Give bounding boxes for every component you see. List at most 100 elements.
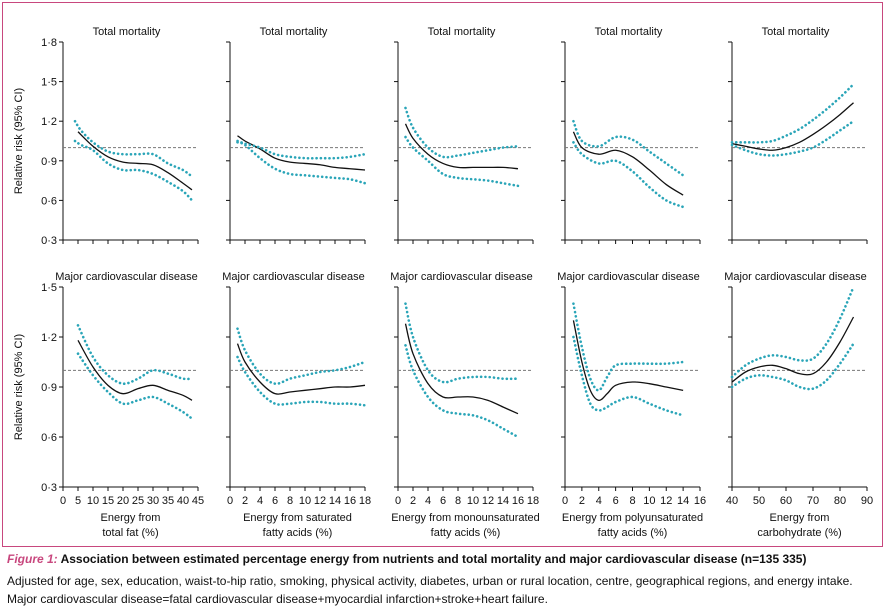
x-tick-label: 6: [272, 495, 278, 507]
x-tick-label: 15: [102, 495, 114, 507]
estimate-curve: [236, 343, 366, 395]
upper-ci-dotted-curve: [236, 139, 367, 160]
lower-ci-dotted-curve: [730, 342, 855, 391]
y-axis-label: Relative risk (95% CI): [13, 334, 25, 440]
y-tick-label: 0·6: [41, 195, 57, 207]
upper-ci-dotted-curve: [76, 324, 194, 386]
x-tick-label: 90: [861, 495, 873, 507]
x-tick-label: 45: [192, 495, 204, 507]
x-tick-label: 10: [467, 495, 479, 507]
panel-major-cvd-5: Major cardiovascular disease 40 50 60 70 80 90…: [724, 271, 873, 539]
lower-ci-dotted-curve: [236, 141, 367, 185]
x-tick-label: 14: [677, 495, 689, 507]
figure-caption-line-2: Major cardiovascular disease=fatal cardi…: [7, 592, 548, 606]
y-tick-label: 0·9: [41, 382, 57, 394]
estimate-curve: [404, 123, 519, 170]
panel-total-mortality-3: Total mortality: [394, 26, 534, 244]
x-tick-label: 6: [440, 495, 446, 507]
estimate-curve: [77, 340, 193, 401]
panel-title: Total mortality: [595, 26, 663, 38]
upper-ci-dotted-curve: [73, 119, 194, 178]
panel-total-mortality-4: Total mortality: [561, 26, 701, 244]
panel-title: Major cardiovascular disease: [390, 271, 532, 283]
lower-ci-dotted-curve: [76, 352, 194, 420]
x-tick-label: 40: [177, 495, 189, 507]
x-tick-label: 80: [834, 495, 846, 507]
figure-caption-title: Figure 1: Association between estimated …: [7, 552, 806, 566]
x-tick-label: 14: [497, 495, 509, 507]
x-tick-label: 4: [257, 495, 263, 507]
x-tick-label: 20: [117, 495, 129, 507]
upper-ci-dotted-curve: [572, 119, 685, 177]
x-tick-label: 40: [726, 495, 738, 507]
x-tick-label: 6: [613, 495, 619, 507]
y-tick-label: 0·3: [41, 482, 57, 494]
figure-frame: [2, 2, 883, 547]
estimate-curve: [77, 131, 193, 191]
x-tick-label: 12: [314, 495, 326, 507]
panel-title: Major cardiovascular disease: [222, 271, 364, 283]
lower-ci-dotted-curve: [73, 139, 194, 202]
x-tick-label: 10: [87, 495, 99, 507]
x-tick-label: 0: [60, 495, 66, 507]
estimate-curve: [572, 131, 684, 196]
x-tick-label: 35: [162, 495, 174, 507]
x-tick-label: 2: [579, 495, 585, 507]
x-tick-label: 8: [287, 495, 293, 507]
y-tick-label: 1·8: [41, 37, 57, 49]
x-tick-label: 50: [753, 495, 765, 507]
panel-title: Total mortality: [762, 26, 830, 38]
x-tick-label: 18: [527, 495, 539, 507]
panel-title: Major cardiovascular disease: [557, 271, 699, 283]
x-axis-label-line-1: Energy from monounsaturated: [391, 512, 540, 524]
lower-ci-dotted-curve: [404, 135, 520, 188]
lower-ci-dotted-curve: [730, 119, 855, 157]
x-tick-label: 0: [227, 495, 233, 507]
panel-major-cvd-2: Major cardiovascular disease 0 2 4 6 8 10 12 14 1…: [222, 271, 371, 539]
x-tick-label: 2: [242, 495, 248, 507]
x-tick-label: 16: [694, 495, 706, 507]
lower-ci-dotted-curve: [572, 141, 685, 209]
x-tick-label: 18: [359, 495, 371, 507]
panel-major-cvd-1: Major cardiovascular disease 0·3 0·6 0·9 1·2…: [13, 271, 204, 539]
y-tick-label: 1·2: [41, 332, 57, 344]
x-tick-label: 0: [562, 495, 568, 507]
upper-ci-dotted-curve: [572, 302, 685, 392]
panel-total-mortality-1: Total mortality 0·3 0·6 0·9 1·2 1·5 1·8 Relativ…: [13, 26, 199, 247]
y-tick-label: 1·2: [41, 116, 57, 128]
x-tick-label: 5: [75, 495, 81, 507]
upper-ci-dotted-curve: [730, 285, 855, 379]
y-tick-label: 0·6: [41, 432, 57, 444]
caption-title-text: Association between estimated percentage…: [60, 552, 807, 566]
x-tick-label: 4: [596, 495, 602, 507]
x-tick-label: 30: [147, 495, 159, 507]
x-axis-label-line-1: Energy from saturated: [243, 512, 352, 524]
upper-ci-dotted-curve: [404, 106, 520, 159]
estimate-curve: [731, 316, 855, 383]
y-tick-label: 0·9: [41, 156, 57, 168]
panel-title: Total mortality: [428, 26, 496, 38]
caption-label: Figure 1:: [7, 552, 58, 566]
panel-total-mortality-2: Total mortality: [226, 26, 367, 244]
figure-caption-line-1: Adjusted for age, sex, education, waist-…: [7, 574, 853, 588]
upper-ci-dotted-curve: [236, 327, 367, 386]
x-axis-label-line-1: Energy from polyunsaturated: [562, 512, 703, 524]
x-tick-label: 10: [299, 495, 311, 507]
y-axis-label: Relative risk (95% CI): [13, 88, 25, 194]
x-tick-label: 0: [395, 495, 401, 507]
y-tick-label: 0·3: [41, 235, 57, 247]
x-tick-label: 16: [512, 495, 524, 507]
x-tick-label: 70: [807, 495, 819, 507]
estimate-curve: [404, 323, 519, 415]
x-tick-label: 14: [329, 495, 341, 507]
lower-ci-dotted-curve: [572, 335, 685, 417]
x-axis-label-line-2: fatty acids (%): [263, 527, 333, 539]
x-axis-label-line-2: carbohydrate (%): [757, 527, 841, 539]
x-tick-label: 12: [482, 495, 494, 507]
x-tick-label: 8: [455, 495, 461, 507]
y-tick-label: 1·5: [41, 282, 57, 294]
x-axis-label-line-2: fatty acids (%): [598, 527, 668, 539]
x-tick-label: 10: [643, 495, 655, 507]
